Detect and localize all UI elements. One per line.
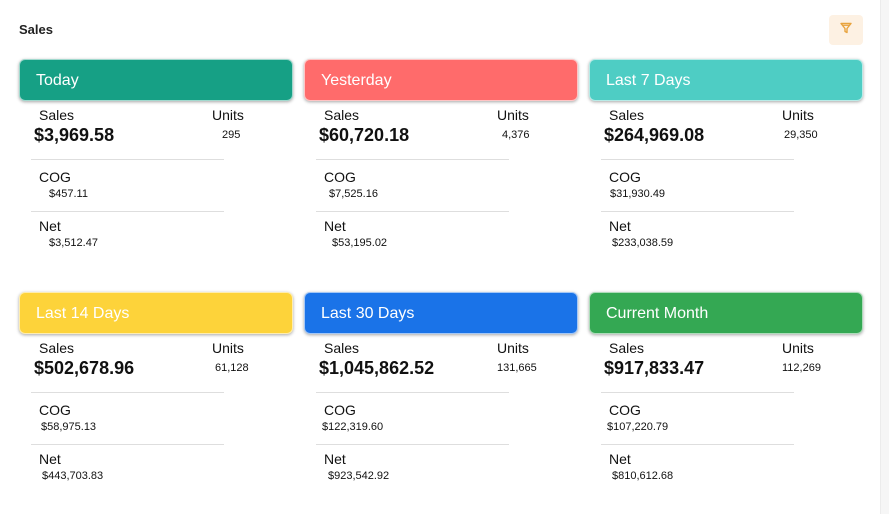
divider [31, 444, 224, 445]
units-value: 4,376 [502, 129, 530, 141]
net-value: $443,703.83 [42, 470, 104, 482]
sales-label: Sales [609, 107, 645, 123]
card-header[interactable]: Yesterday [304, 59, 578, 101]
cog-label: COG [609, 169, 641, 185]
cog-label: COG [609, 402, 641, 418]
divider [316, 211, 509, 212]
cog-value: $58,975.13 [41, 421, 97, 433]
units-value: 295 [222, 129, 241, 141]
period-card-today: Today Sales $3,969.58 Units 295 COG $457… [19, 59, 293, 269]
sales-label: Sales [324, 107, 360, 123]
period-card-last-7-days: Last 7 Days Sales $264,969.08 Units 29,3… [589, 59, 863, 269]
divider [601, 159, 794, 160]
page-title: Sales [19, 22, 53, 37]
card-body: Sales $3,969.58 Units 295 COG $457.11 Ne… [19, 101, 244, 249]
net-label: Net [609, 451, 631, 467]
net-label: Net [609, 218, 631, 234]
net-value: $233,038.59 [612, 237, 674, 249]
sales-value: $1,045,862.52 [319, 358, 435, 378]
units-label: Units [497, 107, 529, 123]
sales-label: Sales [324, 340, 360, 356]
card-header[interactable]: Last 7 Days [589, 59, 863, 101]
units-value: 29,350 [784, 129, 818, 141]
cog-value: $107,220.79 [607, 421, 669, 433]
net-value: $923,542.92 [328, 470, 390, 482]
card-body: Sales $502,678.96 Units 61,128 COG $58,9… [19, 334, 249, 482]
cog-label: COG [39, 169, 71, 185]
net-label: Net [324, 451, 346, 467]
cog-label: COG [324, 169, 356, 185]
card-header[interactable]: Last 30 Days [304, 292, 578, 334]
cog-value: $457.11 [49, 188, 88, 200]
card-header[interactable]: Current Month [589, 292, 863, 334]
divider [601, 211, 794, 212]
divider [31, 211, 224, 212]
sales-label: Sales [39, 340, 75, 356]
sales-value: $60,720.18 [319, 125, 410, 145]
units-value: 112,269 [782, 362, 821, 374]
period-card-current-month: Current Month Sales $917,833.47 Units 11… [589, 292, 863, 502]
period-card-last-14-days: Last 14 Days Sales $502,678.96 Units 61,… [19, 292, 293, 502]
scrollbar-track[interactable] [880, 0, 889, 514]
card-body: Sales $917,833.47 Units 112,269 COG $107… [589, 334, 821, 482]
sales-value: $264,969.08 [604, 125, 705, 145]
divider [316, 392, 509, 393]
cog-label: COG [324, 402, 356, 418]
cog-label: COG [39, 402, 71, 418]
cog-value: $122,319.60 [322, 421, 384, 433]
units-value: 131,665 [497, 362, 537, 374]
card-body: Sales $1,045,862.52 Units 131,665 COG $1… [304, 334, 537, 482]
net-value: $3,512.47 [49, 237, 98, 249]
units-label: Units [782, 107, 814, 123]
net-label: Net [324, 218, 346, 234]
divider [31, 392, 224, 393]
sales-value: $502,678.96 [34, 358, 135, 378]
divider [316, 159, 509, 160]
sales-label: Sales [39, 107, 75, 123]
sales-value: $917,833.47 [604, 358, 705, 378]
card-body: Sales $60,720.18 Units 4,376 COG $7,525.… [304, 101, 530, 249]
filter-funnel-icon [840, 21, 852, 39]
sales-value: $3,969.58 [34, 125, 115, 145]
period-card-last-30-days: Last 30 Days Sales $1,045,862.52 Units 1… [304, 292, 578, 502]
divider [316, 444, 509, 445]
cog-value: $7,525.16 [329, 188, 378, 200]
net-label: Net [39, 218, 61, 234]
cog-value: $31,930.49 [610, 188, 666, 200]
net-label: Net [39, 451, 61, 467]
divider [601, 444, 794, 445]
card-header[interactable]: Last 14 Days [19, 292, 293, 334]
sales-label: Sales [609, 340, 645, 356]
divider [601, 392, 794, 393]
units-label: Units [212, 107, 244, 123]
units-label: Units [497, 340, 529, 356]
net-value: $810,612.68 [612, 470, 674, 482]
card-header[interactable]: Today [19, 59, 293, 101]
units-label: Units [782, 340, 814, 356]
net-value: $53,195.02 [332, 237, 388, 249]
filter-button[interactable] [829, 15, 863, 45]
period-card-yesterday: Yesterday Sales $60,720.18 Units 4,376 C… [304, 59, 578, 269]
divider [31, 159, 224, 160]
card-body: Sales $264,969.08 Units 29,350 COG $31,9… [589, 101, 818, 249]
units-value: 61,128 [215, 362, 249, 374]
units-label: Units [212, 340, 244, 356]
